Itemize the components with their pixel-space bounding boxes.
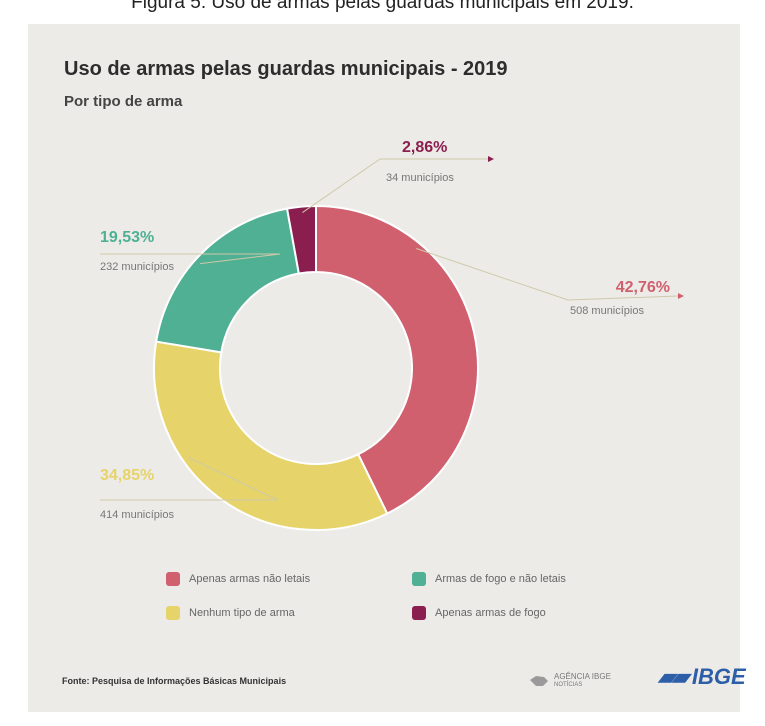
slice-percent-label: 2,86% xyxy=(402,139,447,156)
legend-label: Nenhum tipo de arma xyxy=(189,607,295,619)
slice-count-label: 34 municípios xyxy=(386,172,454,184)
slice-percent-label: 42,76% xyxy=(616,279,670,296)
legend-swatch xyxy=(166,606,180,620)
legend-item: Armas de fogo e não letais xyxy=(412,572,566,586)
donut-slice xyxy=(285,204,317,275)
chart-title: Uso de armas pelas guardas municipais - … xyxy=(64,58,508,80)
ibge-logo: ▰▰ IBGE xyxy=(658,664,746,690)
leader-line xyxy=(302,158,488,214)
chart-subtitle: Por tipo de arma xyxy=(64,93,183,110)
agencia-logo-subtext: NOTÍCIAS xyxy=(554,682,583,688)
figure-caption: Figura 5: Uso de armas pelas guardas mun… xyxy=(131,0,634,13)
donut-chart: 42,76% 508 municípios 34,85% 414 municípios… xyxy=(100,139,684,531)
legend-label: Armas de fogo e não letais xyxy=(435,573,566,585)
legend-swatch xyxy=(412,606,426,620)
slice-count-label: 414 municípios xyxy=(100,509,174,521)
agencia-logo-text: AGÊNCIA IBGE xyxy=(554,672,611,681)
agencia-ibge-logo: AGÊNCIA IBGE NOTÍCIAS xyxy=(528,672,611,690)
slice-count-label: 508 municípios xyxy=(570,305,644,317)
chart-legend: Apenas armas não letais Armas de fogo e … xyxy=(166,572,626,632)
leader-line xyxy=(100,457,279,501)
chart-panel: Uso de armas pelas guardas municipais - … xyxy=(28,24,746,712)
donut-slice xyxy=(155,207,301,354)
legend-label: Apenas armas não letais xyxy=(189,573,311,585)
source-note: Fonte: Pesquisa de Informações Básicas M… xyxy=(62,676,287,686)
leader-line xyxy=(416,248,679,301)
slice-percent-label: 34,85% xyxy=(100,467,154,484)
legend-item: Nenhum tipo de arma xyxy=(166,606,295,620)
legend-swatch xyxy=(166,572,180,586)
donut-slice xyxy=(153,340,389,531)
legend-item: Apenas armas não letais xyxy=(166,572,310,586)
legend-label: Apenas armas de fogo xyxy=(435,607,546,619)
legend-swatch xyxy=(412,572,426,586)
leader-arrowhead xyxy=(678,293,684,299)
ibge-logo-text: IBGE xyxy=(691,664,746,689)
ibge-stripes-icon: ▰▰ xyxy=(658,664,689,689)
legend-item: Apenas armas de fogo xyxy=(412,606,546,620)
leader-arrowhead xyxy=(488,156,494,162)
slice-count-label: 232 municípios xyxy=(100,261,174,273)
leader-line xyxy=(100,253,281,265)
slice-percent-label: 19,53% xyxy=(100,229,154,246)
brazil-map-icon xyxy=(530,676,548,686)
